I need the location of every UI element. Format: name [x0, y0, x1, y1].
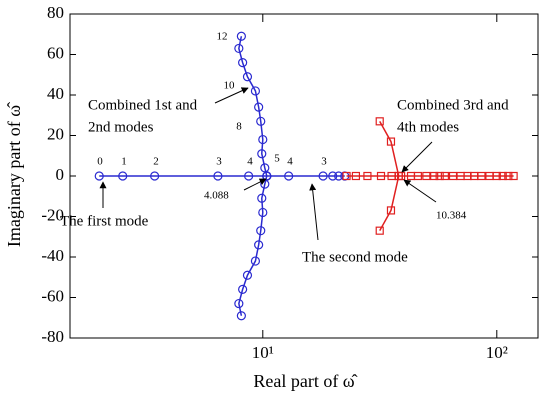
annotation: 2nd modes [88, 119, 154, 135]
annotation-arrow [401, 141, 433, 173]
marker [504, 171, 513, 181]
y-tick-label: 0 [56, 165, 65, 184]
annotation: 4th modes [397, 119, 459, 135]
marker [435, 171, 444, 181]
annotation: 10.384 [436, 210, 467, 222]
marker [328, 171, 338, 181]
marker [242, 72, 253, 82]
marker [254, 240, 264, 250]
y-tick-label: 80 [47, 3, 64, 22]
marker [256, 226, 266, 236]
annotation: 4.088 [204, 190, 229, 202]
marker [258, 134, 268, 145]
y-tick-label: 20 [47, 124, 64, 143]
marker [118, 171, 128, 181]
annotation-arrow [403, 179, 437, 203]
y-tick-label: 60 [47, 43, 64, 62]
y-tick-label: -40 [41, 246, 64, 265]
annotation: The first mode [60, 213, 149, 229]
annotation: 4 [247, 156, 253, 168]
marker [284, 171, 294, 181]
marker [258, 207, 268, 218]
series-line [379, 175, 400, 232]
annotation: Combined 3rd and [397, 97, 509, 113]
x-tick-label: 10² [486, 343, 508, 362]
annotation: The second mode [302, 249, 408, 265]
marker [257, 193, 267, 203]
marker [236, 31, 246, 41]
marker [477, 171, 486, 181]
annotation: 1 [121, 156, 127, 168]
marker [236, 311, 246, 321]
marker [342, 171, 351, 181]
marker [430, 171, 439, 181]
marker [387, 171, 396, 181]
marker [256, 116, 266, 126]
marker [254, 102, 264, 112]
series-line [238, 36, 268, 177]
marker [509, 171, 518, 181]
marker [242, 270, 253, 280]
marker [363, 171, 372, 181]
marker [397, 171, 406, 181]
series-line [238, 175, 268, 316]
marker [257, 149, 267, 159]
annotation: 3 [321, 156, 327, 168]
y-tick-label: -80 [41, 327, 64, 346]
annotation: 8 [236, 121, 242, 133]
x-tick-label: 10¹ [252, 343, 274, 362]
marker [498, 171, 507, 181]
marker [440, 171, 449, 181]
annotation-arrow [243, 178, 267, 191]
annotation: 5 [274, 153, 280, 165]
annotation: 2 [153, 156, 159, 168]
marker [375, 226, 384, 235]
annotation: 4 [287, 156, 293, 168]
marker [351, 171, 361, 181]
marker [413, 171, 422, 181]
marker [250, 256, 261, 266]
annotation-arrow [309, 183, 319, 241]
y-tick-label: -60 [41, 286, 64, 305]
marker [150, 171, 160, 181]
annotation: 3 [216, 156, 222, 168]
x-axis-label: Real part of ω̂ [253, 371, 357, 391]
annotation: 10 [224, 80, 236, 92]
y-tick-label: 40 [47, 84, 64, 103]
marker [250, 86, 261, 96]
series-line [379, 120, 400, 177]
marker [386, 137, 396, 146]
marker [213, 171, 223, 181]
y-tick-label: -20 [41, 205, 64, 224]
marker [94, 171, 104, 181]
marker [492, 171, 501, 181]
marker [234, 298, 244, 309]
annotation: Combined 1st and [88, 97, 198, 113]
marker [376, 171, 386, 181]
marker [244, 171, 254, 181]
marker [238, 57, 248, 68]
annotation: 12 [217, 31, 228, 43]
marker [318, 171, 328, 181]
marker [234, 43, 244, 54]
annotation-arrow [214, 87, 249, 104]
marker [422, 171, 431, 181]
marker [238, 284, 248, 294]
y-axis-label: Imaginary part of ω̂ [4, 102, 24, 247]
annotation: 0 [97, 156, 103, 168]
marker [386, 206, 396, 215]
marker [375, 117, 384, 126]
